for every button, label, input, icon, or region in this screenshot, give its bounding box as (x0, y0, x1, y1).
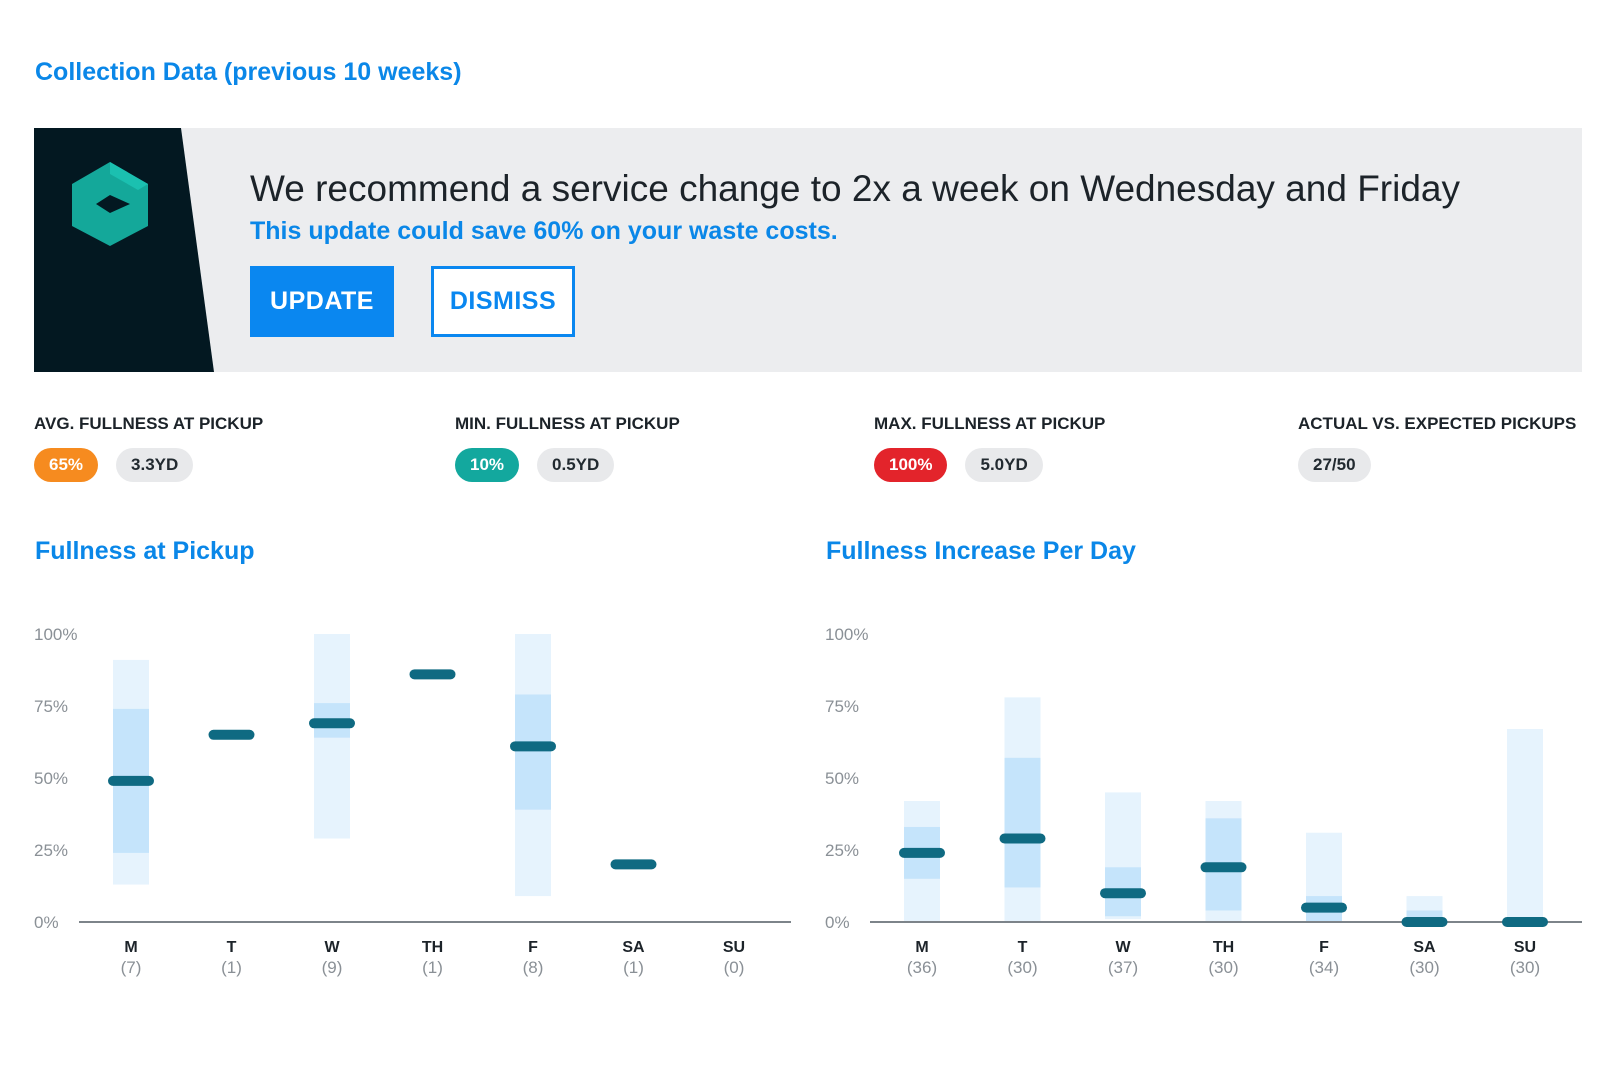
x-tick-label: SU (723, 939, 745, 956)
banner-savings-text: This update could save 60% on your waste… (250, 217, 838, 245)
y-tick-label: 50% (825, 769, 859, 788)
x-count-label: (7) (121, 958, 142, 977)
x-tick-label: T (1018, 939, 1028, 956)
avg-percent-badge: 65% (34, 448, 99, 482)
x-tick-label: M (915, 939, 928, 956)
banner-dark-panel (34, 128, 214, 372)
stat-min-fullness: MIN. FULLNESS AT PICKUP 10% 0.5YD (455, 414, 680, 482)
max-percent-badge: 100% (874, 448, 948, 482)
iqr-bar (1406, 910, 1443, 922)
recommendation-banner: We recommend a service change to 2x a we… (34, 128, 1582, 372)
min-yards-badge: 0.5YD (537, 448, 615, 482)
x-tick-label: SA (1413, 939, 1436, 956)
x-count-label: (36) (907, 958, 937, 977)
x-tick-label: W (324, 939, 340, 956)
iqr-bar (1004, 757, 1041, 888)
y-tick-label: 50% (34, 769, 68, 788)
x-tick-label: TH (1213, 939, 1234, 956)
fullness-increase-chart: 100% 75% 50% 25% 0% M (36) T (30) W (37) TH (30) F (34… (825, 625, 1582, 977)
x-tick-label: F (1319, 939, 1329, 956)
chart-title-fullness-at-pickup: Fullness at Pickup (35, 537, 255, 565)
y-tick-label: 75% (34, 697, 68, 716)
stat-min-label: MIN. FULLNESS AT PICKUP (455, 414, 680, 433)
stat-max-label: MAX. FULLNESS AT PICKUP (874, 414, 1106, 433)
y-tick-label: 25% (825, 841, 859, 860)
pickups-badge: 27/50 (1298, 448, 1371, 482)
x-count-label: (9) (322, 958, 343, 977)
x-count-label: (30) (1409, 958, 1439, 977)
fullness-at-pickup-chart: 100% 75% 50% 25% 0% M (7) T (1) W (9) TH (1) F (8) SA (1… (34, 625, 791, 977)
dismiss-button[interactable]: DISMISS (431, 266, 575, 337)
y-tick-label: 100% (34, 625, 77, 644)
stat-pickups-label: ACTUAL VS. EXPECTED PICKUPS (1298, 414, 1577, 433)
chart-title-fullness-increase: Fullness Increase Per Day (826, 537, 1136, 565)
x-tick-label: SU (1514, 939, 1536, 956)
x-tick-label: M (124, 939, 137, 956)
logo-icon (72, 162, 148, 246)
x-count-label: (0) (724, 958, 745, 977)
x-count-label: (34) (1309, 958, 1339, 977)
y-tick-label: 0% (34, 913, 59, 932)
x-tick-label: TH (422, 939, 443, 956)
range-bar (1507, 729, 1543, 922)
y-tick-label: 25% (34, 841, 68, 860)
x-count-label: (1) (221, 958, 242, 977)
x-count-label: (30) (1208, 958, 1238, 977)
stat-avg-label: AVG. FULLNESS AT PICKUP (34, 414, 264, 433)
x-count-label: (8) (523, 958, 544, 977)
avg-yards-badge: 3.3YD (116, 448, 194, 482)
x-count-label: (1) (623, 958, 644, 977)
iqr-bar (515, 694, 551, 810)
max-yards-badge: 5.0YD (965, 448, 1043, 482)
banner-headline: We recommend a service change to 2x a we… (250, 168, 1460, 209)
x-count-label: (37) (1108, 958, 1138, 977)
stat-pickups: ACTUAL VS. EXPECTED PICKUPS 27/50 (1298, 414, 1576, 482)
min-percent-badge: 10% (455, 448, 520, 482)
x-tick-label: T (227, 939, 237, 956)
stat-max-fullness: MAX. FULLNESS AT PICKUP 100% 5.0YD (874, 414, 1105, 482)
y-tick-label: 100% (825, 625, 868, 644)
y-tick-label: 0% (825, 913, 850, 932)
update-button[interactable]: UPDATE (250, 266, 394, 337)
x-count-label: (30) (1007, 958, 1037, 977)
stat-avg-fullness: AVG. FULLNESS AT PICKUP 65% 3.3YD (34, 414, 263, 482)
x-tick-label: F (528, 939, 538, 956)
x-count-label: (30) (1510, 958, 1540, 977)
x-count-label: (1) (422, 958, 443, 977)
page-title: Collection Data (previous 10 weeks) (35, 58, 462, 86)
x-tick-label: W (1115, 939, 1131, 956)
y-tick-label: 75% (825, 697, 859, 716)
x-tick-label: SA (622, 939, 645, 956)
